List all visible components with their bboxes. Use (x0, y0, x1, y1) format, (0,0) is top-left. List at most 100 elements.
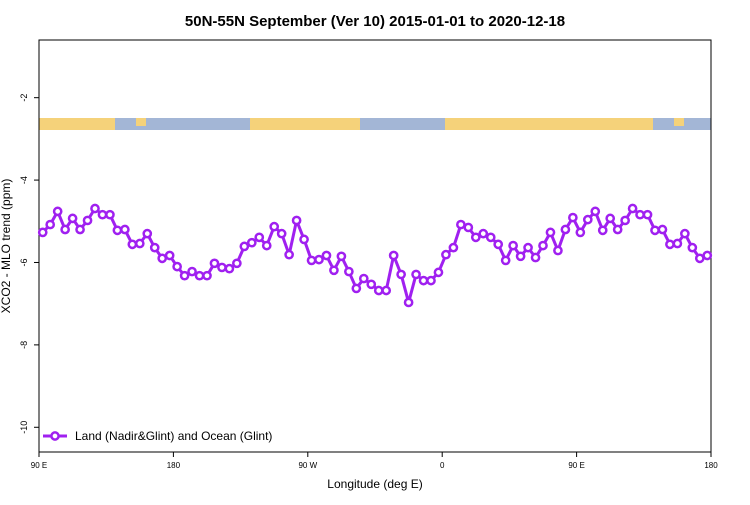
data-point (493, 239, 504, 250)
land (39, 118, 115, 130)
data-point (306, 255, 317, 266)
land-ocean-strip (39, 118, 711, 130)
data-point (179, 270, 190, 281)
data-point (202, 270, 212, 281)
data-point (597, 225, 608, 236)
x-tick-label: 0 (440, 461, 445, 470)
x-tick-label: 90 E (31, 461, 47, 470)
data-point (37, 227, 48, 238)
data-point (314, 254, 324, 265)
data-point (112, 225, 123, 236)
data-point (97, 209, 108, 220)
data-point (52, 206, 63, 217)
data-point (142, 228, 153, 239)
land (250, 118, 360, 130)
land (577, 118, 653, 130)
data-point (448, 242, 459, 253)
data-point (508, 240, 518, 251)
data-point (321, 250, 332, 261)
data-point (194, 270, 205, 281)
data-point (291, 215, 302, 226)
legend-marker (50, 431, 60, 441)
data-point (45, 219, 56, 230)
data-point (396, 269, 406, 280)
data-point (82, 215, 93, 226)
data-point (239, 241, 250, 252)
x-tick-label: 180 (167, 461, 181, 470)
data-point (426, 275, 436, 286)
data-point (134, 238, 145, 249)
data-point (209, 258, 220, 269)
data-point (441, 249, 451, 260)
x-axis-label: Longitude (deg E) (327, 477, 422, 491)
data-point (411, 269, 421, 280)
data-point (75, 224, 85, 235)
data-point (433, 267, 444, 278)
y-tick-label: -8 (19, 341, 29, 349)
data-point (560, 224, 571, 235)
data-point (650, 225, 660, 236)
data-point (523, 242, 533, 253)
data-point (485, 232, 496, 243)
data-point (388, 250, 399, 261)
y-tick-label: -10 (19, 421, 29, 434)
data-point (67, 213, 78, 224)
data-point (157, 253, 168, 264)
land (136, 118, 146, 126)
data-point (470, 232, 481, 243)
data-point (224, 263, 235, 274)
data-point (702, 250, 713, 261)
legend-label: Land (Nadir&Glint) and Ocean (Glint) (75, 429, 272, 443)
y-tick-label: -6 (19, 258, 29, 266)
data-point (358, 273, 369, 284)
data-point (120, 224, 130, 235)
chart-title: 50N-55N September (Ver 10) 2015-01-01 to… (185, 13, 565, 30)
data-point (642, 209, 653, 220)
data-point (299, 234, 309, 245)
data-point (381, 285, 392, 296)
data-point (627, 203, 638, 214)
data-point (635, 209, 645, 220)
data-point (232, 258, 242, 269)
x-tick-label: 180 (704, 461, 718, 470)
data-point (254, 232, 265, 243)
data-point (694, 253, 705, 264)
data-point (269, 221, 280, 232)
data-point (500, 255, 511, 266)
data-point (127, 239, 138, 250)
data-point (261, 240, 272, 251)
data-point (687, 242, 698, 253)
land (445, 118, 577, 130)
data-point (515, 251, 526, 262)
x-tick-label: 90 W (298, 461, 317, 470)
x-tick-label: 90 E (568, 461, 584, 470)
data-point (373, 285, 384, 296)
data-point (478, 228, 489, 239)
data-point (568, 212, 578, 223)
data-point (90, 203, 100, 214)
data-point (149, 242, 160, 253)
y-axis-label: XCO2 - MLO trend (ppm) (0, 179, 13, 314)
data-point (187, 266, 197, 277)
data-point (530, 252, 541, 263)
data-point (657, 224, 668, 235)
land (674, 118, 684, 126)
data-point (217, 262, 227, 273)
data-point (590, 206, 601, 217)
data-point (665, 239, 675, 250)
data-point (612, 224, 623, 235)
data-point (246, 237, 257, 248)
y-tick-label: -4 (19, 176, 29, 184)
data-point (105, 209, 115, 220)
data-point (276, 228, 287, 239)
data-point (463, 222, 474, 233)
data-point (351, 283, 362, 294)
data-point (336, 251, 347, 262)
data-point (582, 214, 593, 225)
data-point (605, 213, 616, 224)
data-point (538, 240, 548, 251)
data-point (60, 224, 70, 235)
data-point (284, 249, 294, 260)
